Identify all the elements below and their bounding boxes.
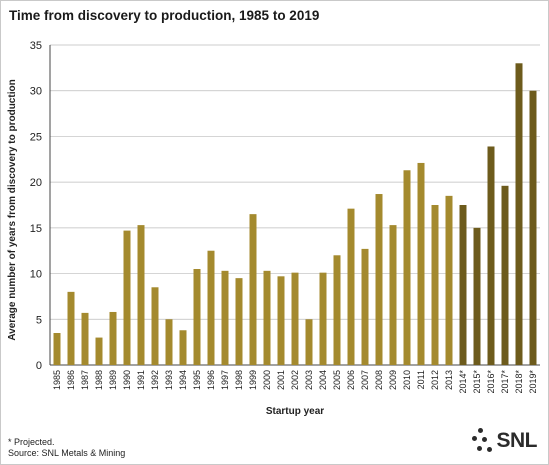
y-axis-label: Average number of years from discovery t… xyxy=(7,79,18,340)
x-tick-label: 1992 xyxy=(150,370,160,390)
footnote-source: Source: SNL Metals & Mining xyxy=(8,448,126,458)
bar-2004 xyxy=(319,272,327,365)
snl-logo: SNL xyxy=(471,428,538,454)
bar-2008 xyxy=(375,194,383,365)
logo-dots-icon xyxy=(471,428,494,454)
bar-2006 xyxy=(347,208,355,365)
bar-2005 xyxy=(333,255,341,365)
bar-1985 xyxy=(53,333,61,365)
bar-1998 xyxy=(235,278,243,365)
bar-2017-projected xyxy=(501,185,509,365)
x-axis-label: Startup year xyxy=(266,406,324,417)
bar-1992 xyxy=(151,287,159,365)
footnote-projected: * Projected. xyxy=(8,437,55,447)
chart-title: Time from discovery to production, 1985 … xyxy=(9,8,320,23)
bar-1990 xyxy=(123,230,131,365)
x-tick-label: 2014* xyxy=(458,370,468,394)
bar-1986 xyxy=(67,291,75,365)
x-tick-label: 1988 xyxy=(94,370,104,390)
bar-2012 xyxy=(431,205,439,365)
bar-2011 xyxy=(417,162,425,365)
x-tick-label: 2010 xyxy=(402,370,412,390)
x-tick-label: 1997 xyxy=(220,370,230,390)
x-tick-label: 1994 xyxy=(178,370,188,390)
x-tick-label: 1990 xyxy=(122,370,132,390)
x-tick-label: 2018* xyxy=(514,370,524,394)
x-tick-label: 2017* xyxy=(500,370,510,394)
x-tick-label: 2004 xyxy=(318,370,328,390)
logo-text: SNL xyxy=(496,429,538,452)
bar-2001 xyxy=(277,276,285,365)
y-tick-label: 15 xyxy=(30,223,42,235)
x-tick-label: 1996 xyxy=(206,370,216,390)
bar-2019-projected xyxy=(529,90,537,365)
x-tick-label: 2013 xyxy=(444,370,454,390)
bar-2016-projected xyxy=(487,146,495,365)
y-tick-labels: 0 5 10 15 20 25 30 35 xyxy=(30,40,42,372)
bar-1994 xyxy=(179,330,187,365)
bar-2000 xyxy=(263,270,271,365)
x-tick-label: 1985 xyxy=(52,370,62,390)
y-tick-label: 5 xyxy=(36,314,42,326)
bar-2002 xyxy=(291,272,299,365)
bar-1987 xyxy=(81,312,89,365)
y-tick-label: 20 xyxy=(30,177,42,189)
bar-2003 xyxy=(305,319,313,365)
y-tick-label: 0 xyxy=(36,360,42,372)
x-tick-label: 2006 xyxy=(346,370,356,390)
bar-2018-projected xyxy=(515,63,523,366)
x-tick-label: 2002 xyxy=(290,370,300,390)
x-tick-label: 2012 xyxy=(430,370,440,390)
x-tick-label: 1991 xyxy=(136,370,146,390)
x-tick-label: 2009 xyxy=(388,370,398,390)
x-tick-label: 2001 xyxy=(276,370,286,390)
bar-1991 xyxy=(137,225,145,365)
y-tick-label: 35 xyxy=(30,40,42,52)
x-tick-labels: 1985 1986 1987 1988 1989 1990 1991 1992 1993 1994… xyxy=(52,370,538,394)
bars xyxy=(53,63,537,366)
x-tick-label: 1993 xyxy=(164,370,174,390)
x-tick-label: 1998 xyxy=(234,370,244,390)
x-tick-label: 2015* xyxy=(472,370,482,394)
x-tick-label: 2007 xyxy=(360,370,370,390)
x-tick-label: 2003 xyxy=(304,370,314,390)
y-tick-label: 25 xyxy=(30,131,42,143)
bar-2010 xyxy=(403,170,411,365)
x-tick-label: 1999 xyxy=(248,370,258,390)
x-tick-label: 1995 xyxy=(192,370,202,390)
bar-1988 xyxy=(95,337,103,365)
bar-1997 xyxy=(221,270,229,365)
bar-1993 xyxy=(165,319,173,365)
y-tick-label: 30 xyxy=(30,86,42,98)
bar-1999 xyxy=(249,214,257,365)
bar-1989 xyxy=(109,311,117,365)
bar-2013 xyxy=(445,195,453,365)
x-tick-label: 2008 xyxy=(374,370,384,390)
y-tick-label: 10 xyxy=(30,269,42,281)
bar-2007 xyxy=(361,248,369,365)
bar-2015-projected xyxy=(473,227,481,365)
bar-2009 xyxy=(389,225,397,365)
x-tick-label: 1987 xyxy=(80,370,90,390)
bar-2014-projected xyxy=(459,205,467,365)
x-tick-label: 2000 xyxy=(262,370,272,390)
x-tick-label: 2019* xyxy=(528,370,538,394)
bar-1996 xyxy=(207,250,215,365)
x-tick-label: 1989 xyxy=(108,370,118,390)
bar-1995 xyxy=(193,269,201,365)
x-tick-label: 2005 xyxy=(332,370,342,390)
x-tick-label: 2016* xyxy=(486,370,496,394)
x-tick-label: 2011 xyxy=(416,370,426,389)
x-tick-label: 1986 xyxy=(66,370,76,390)
